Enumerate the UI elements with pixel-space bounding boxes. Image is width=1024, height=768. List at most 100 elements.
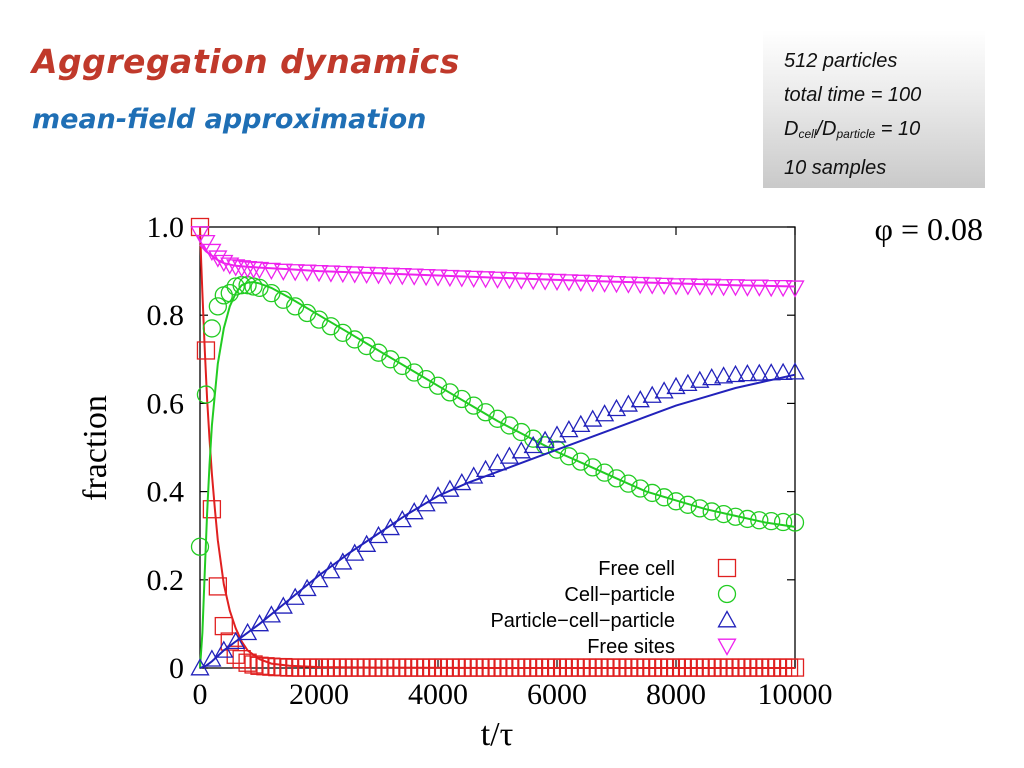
series-marker: [297, 578, 317, 597]
series-marker: [202, 243, 222, 262]
series-marker: [226, 259, 246, 277]
series-group: [190, 217, 805, 677]
series-marker: [594, 275, 615, 293]
series-marker: [618, 394, 639, 412]
series-marker: [547, 440, 567, 459]
series-marker: [202, 649, 222, 667]
series-marker: [214, 640, 234, 658]
series-marker: [487, 271, 508, 289]
series-marker: [618, 276, 639, 294]
series-marker: [631, 479, 650, 498]
series-marker: [666, 278, 686, 296]
y-tick-label: 0: [169, 652, 184, 685]
series-marker: [654, 381, 674, 399]
series-marker: [642, 385, 662, 403]
series-marker: [333, 552, 353, 570]
series-marker: [405, 363, 424, 382]
series-marker: [262, 283, 281, 303]
series-marker: [749, 363, 769, 381]
series-marker: [452, 270, 472, 288]
legend-marker: [717, 610, 737, 628]
series-marker: [464, 270, 484, 288]
series-marker: [226, 631, 246, 649]
series-marker: [321, 265, 341, 283]
series-marker: [333, 265, 353, 284]
series-marker: [619, 474, 638, 493]
series-marker: [309, 264, 329, 283]
series-marker: [273, 596, 293, 614]
series-marker: [356, 534, 377, 552]
series-marker: [196, 385, 216, 404]
series-cell_particle: [190, 276, 805, 669]
legend-marker: [717, 638, 737, 656]
series-marker: [523, 272, 543, 291]
series-marker: [571, 414, 591, 433]
series-marker: [476, 403, 495, 422]
series-marker: [380, 267, 401, 285]
series-marker: [559, 447, 579, 466]
series-marker: [630, 276, 650, 295]
x-tick-label: 0: [193, 678, 208, 711]
series-marker: [345, 330, 364, 349]
x-axis-label: t/τ: [481, 716, 514, 753]
series-marker: [196, 234, 216, 253]
series-marker: [244, 655, 263, 674]
series-marker: [285, 587, 305, 605]
legend-marker: [717, 558, 737, 578]
series-marker: [237, 622, 258, 641]
series-marker: [785, 280, 805, 298]
series-marker: [643, 483, 662, 503]
series-marker: [702, 278, 722, 296]
legend-label: Particle−cell−particle: [490, 610, 675, 632]
series-marker: [666, 376, 686, 395]
series-marker: [725, 279, 746, 297]
series-free_cell: [190, 217, 805, 677]
series-marker: [249, 614, 270, 632]
y-tick-label: 0.6: [147, 387, 185, 420]
ticks-group: 0 2000 4000 6000 8000 10000 0 0.2 0.4 0.6 0.8 1.0: [147, 211, 833, 711]
series-marker: [773, 362, 793, 380]
series-marker: [499, 446, 520, 464]
series-marker: [714, 504, 733, 524]
series-line: [199, 373, 796, 669]
series-marker: [583, 409, 603, 427]
series-marker: [738, 509, 757, 529]
series-marker: [356, 266, 377, 285]
series-marker: [487, 453, 508, 471]
series-marker: [345, 266, 365, 284]
series-marker: [571, 452, 590, 471]
series-marker: [286, 297, 305, 316]
info-total-time: total time = 100: [784, 84, 922, 106]
series-marker: [690, 499, 709, 518]
series-marker: [702, 502, 721, 521]
series-marker: [297, 303, 317, 323]
series-marker: [630, 390, 650, 408]
series-marker: [702, 367, 722, 386]
series-marker: [773, 279, 793, 298]
series-marker: [440, 383, 460, 402]
series-marker: [250, 278, 269, 298]
series-marker: [737, 364, 758, 382]
series-marker: [500, 416, 519, 435]
series-marker: [214, 616, 233, 636]
series-marker: [642, 277, 662, 295]
series-marker: [762, 511, 781, 531]
series-marker: [750, 511, 769, 530]
y-axis-label: fraction: [77, 395, 114, 501]
x-tick-label: 8000: [646, 678, 706, 711]
series-marker: [285, 264, 305, 282]
series-marker: [268, 657, 287, 677]
phi-annotation: φ = 0.08: [874, 211, 983, 247]
series-marker: [559, 274, 579, 292]
series-marker: [499, 272, 520, 290]
series-marker: [190, 537, 210, 556]
series-marker: [535, 273, 555, 291]
series-marker: [232, 260, 252, 278]
series-marker: [274, 290, 293, 309]
series-marker: [392, 268, 412, 286]
x-tick-label: 6000: [527, 678, 587, 711]
series-marker: [256, 657, 275, 676]
series-marker: [654, 488, 674, 507]
series-marker: [594, 404, 615, 422]
series-marker: [606, 398, 627, 417]
